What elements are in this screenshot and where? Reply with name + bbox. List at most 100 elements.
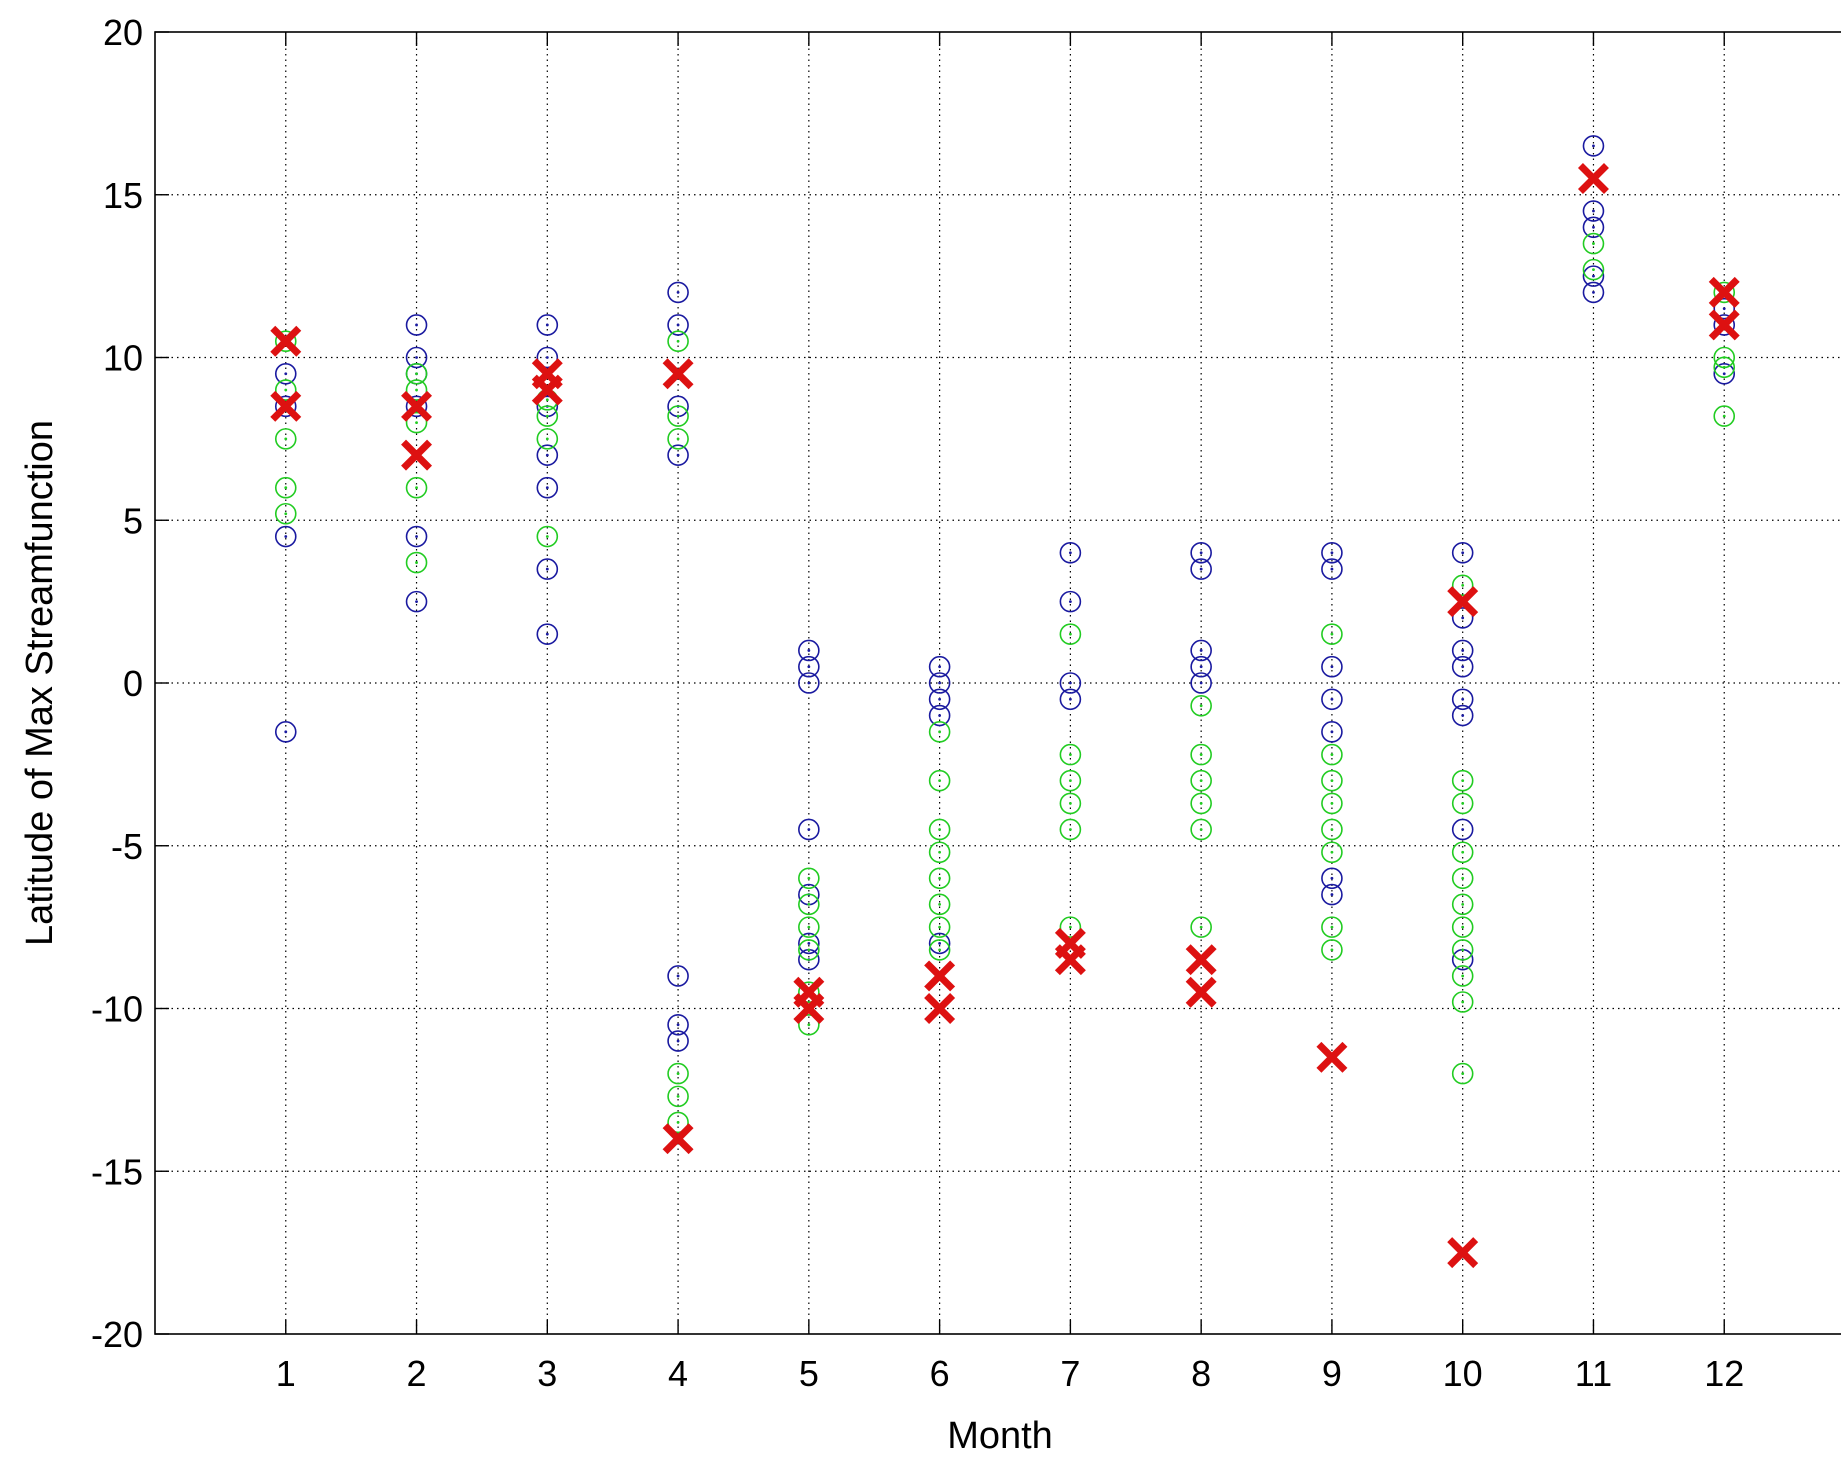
data-point-center-dot xyxy=(284,730,288,734)
data-point-circle xyxy=(536,428,559,450)
data-point-circle xyxy=(1451,792,1474,815)
data-point-center-dot xyxy=(807,1023,811,1027)
data-point-center-dot xyxy=(938,850,942,854)
data-point-cross xyxy=(401,439,433,471)
data-point-center-dot xyxy=(676,1039,680,1043)
data-point-cross-stroke xyxy=(531,358,563,390)
data-point-circle xyxy=(1190,541,1212,564)
data-point-center-dot xyxy=(1330,925,1334,929)
data-point-circle xyxy=(405,395,428,418)
grid-layer xyxy=(155,32,1841,1334)
data-point-circle xyxy=(1582,216,1605,239)
data-point-circle xyxy=(1059,743,1082,766)
data-point-circle xyxy=(798,655,820,678)
data-point-circle xyxy=(1059,916,1082,938)
data-point-circle xyxy=(928,655,951,678)
data-point-center-dot xyxy=(545,486,549,490)
data-point-circle xyxy=(405,362,428,385)
data-point-circle xyxy=(1451,991,1474,1013)
data-point-circle xyxy=(1713,281,1736,304)
data-point-circle xyxy=(536,314,559,336)
data-point-circle xyxy=(1451,818,1474,841)
data-point-center-dot xyxy=(807,681,811,685)
x-tick-label: 1 xyxy=(276,1353,296,1394)
data-point-circle xyxy=(1321,792,1343,815)
data-point-center-dot xyxy=(1461,902,1465,906)
data-point-circle xyxy=(928,769,951,792)
data-point-circle xyxy=(1582,281,1605,304)
data-point-circle xyxy=(1451,541,1474,564)
data-point-cross-stroke xyxy=(1185,944,1217,976)
data-point-circle xyxy=(1451,916,1474,938)
data-point-center-dot xyxy=(1461,876,1465,880)
data-point-center-dot xyxy=(1068,779,1072,783)
data-point-center-dot xyxy=(676,339,680,343)
data-point-circle xyxy=(928,893,951,916)
data-point-center-dot xyxy=(284,388,288,392)
data-point-cross xyxy=(401,390,433,422)
data-point-cross-stroke xyxy=(270,390,302,422)
data-point-circle xyxy=(405,590,428,613)
data-point-circle xyxy=(536,558,559,580)
y-tick-label: 15 xyxy=(103,175,143,216)
data-point-center-dot xyxy=(938,714,942,717)
data-point-center-dot xyxy=(1461,551,1465,555)
data-point-cross xyxy=(662,1123,694,1155)
data-point-cross-stroke xyxy=(662,358,694,390)
data-point-circle xyxy=(1582,265,1605,287)
data-point-center-dot xyxy=(807,876,811,880)
data-point-circle xyxy=(928,841,951,864)
data-point-center-dot xyxy=(1330,802,1334,805)
data-point-center-dot xyxy=(545,567,549,571)
data-point-cross-stroke xyxy=(1054,927,1086,959)
data-point-center-dot xyxy=(415,421,418,424)
data-point-cross-stroke xyxy=(401,390,433,422)
y-tick-label: -10 xyxy=(91,989,143,1030)
data-point-circle xyxy=(1321,623,1343,645)
y-tick-label: -20 xyxy=(91,1314,143,1355)
data-point-circle xyxy=(274,395,297,418)
data-point-circle xyxy=(1190,672,1212,694)
data-point-center-dot xyxy=(938,948,942,952)
data-point-cross-stroke xyxy=(1447,1237,1479,1269)
data-point-circle xyxy=(1059,769,1082,792)
data-point-center-dot xyxy=(938,925,942,929)
data-point-center-dot xyxy=(807,649,811,652)
data-point-circle xyxy=(1321,818,1343,841)
data-point-center-dot xyxy=(284,437,288,441)
data-point-center-dot xyxy=(1461,1072,1465,1075)
data-point-circle xyxy=(1713,346,1736,369)
data-point-center-dot xyxy=(545,323,549,327)
data-point-circle xyxy=(1059,792,1082,815)
data-point-circle xyxy=(1713,362,1736,385)
data-point-circle xyxy=(1451,1062,1474,1085)
y-tick-label: 10 xyxy=(103,338,143,379)
x-tick-label: 7 xyxy=(1060,1353,1080,1394)
data-point-center-dot xyxy=(1199,779,1203,783)
data-point-circle xyxy=(667,1111,689,1134)
data-point-circle xyxy=(798,932,820,955)
data-point-center-dot xyxy=(938,665,942,669)
data-point-cross xyxy=(1708,309,1740,341)
data-point-center-dot xyxy=(1461,1000,1465,1004)
data-point-cross xyxy=(270,390,302,422)
data-point-cross xyxy=(662,358,694,390)
data-point-center-dot xyxy=(415,535,418,538)
data-point-circle xyxy=(928,932,951,955)
data-point-center-dot xyxy=(1330,779,1334,783)
data-point-circle xyxy=(274,379,297,401)
data-point-center-dot xyxy=(1461,828,1465,831)
data-point-circle xyxy=(536,346,559,369)
data-point-center-dot xyxy=(676,323,680,327)
data-point-circle xyxy=(274,362,297,385)
data-point-circle xyxy=(798,939,820,961)
y-tick-label: 5 xyxy=(123,500,143,541)
data-point-circle xyxy=(667,405,689,427)
data-point-circle xyxy=(405,379,428,401)
x-tick-label: 4 xyxy=(668,1353,688,1394)
data-point-circle xyxy=(928,721,951,743)
data-point-circle xyxy=(1059,688,1082,711)
x-tick-label: 6 xyxy=(930,1353,950,1394)
